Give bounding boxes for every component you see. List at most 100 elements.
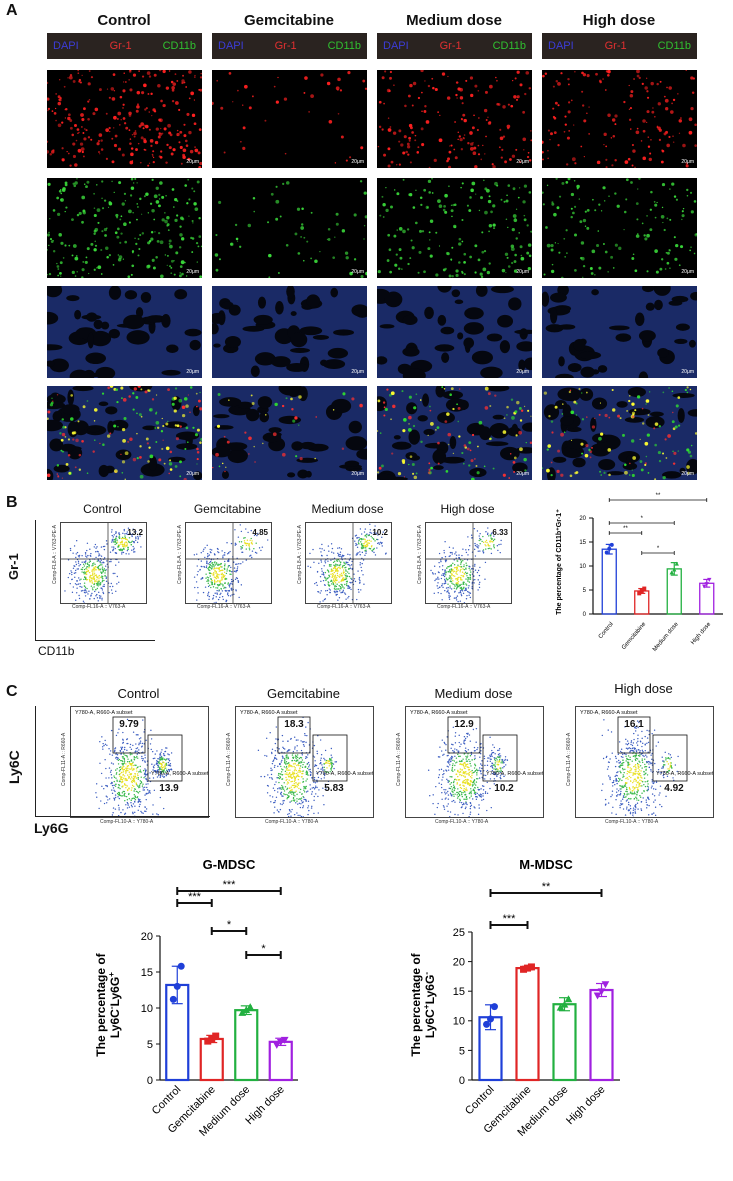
category-label: Control <box>150 1084 184 1118</box>
gate-bottom-value: 4.92 <box>664 783 684 794</box>
gate-top-value: 12.9 <box>454 719 474 730</box>
channel-cd11b-label: CD11b <box>327 40 361 52</box>
panel-b-x-param: Comp-FL16-A :: V763-A <box>437 604 491 610</box>
data-point <box>672 567 677 572</box>
significance-label: *** <box>188 891 202 903</box>
micrograph-r3-c2: 20μm <box>377 386 532 480</box>
quadrant-value: 4.85 <box>252 528 268 537</box>
panel-b-y-axis-line <box>35 520 36 640</box>
y-tick-label: 10 <box>141 1003 153 1015</box>
micrograph-r1-c3: 20μm <box>542 178 697 278</box>
panel-a-title-3: High dose <box>582 12 656 29</box>
data-point <box>173 982 181 990</box>
panel-b-title-1: Gemcitabine <box>193 502 262 516</box>
panel-b-y-param: Comp-FL8-A :: V763-PE-A <box>177 525 183 584</box>
data-point <box>177 962 185 970</box>
quadrant-value: 6.33 <box>492 528 508 537</box>
data-point <box>669 570 674 575</box>
data-point <box>524 964 531 972</box>
gate-top-value: 9.79 <box>119 719 139 730</box>
channel-gr1-label: Gr-1 <box>274 40 297 52</box>
scale-bar-label: 20μm <box>351 159 364 165</box>
scale-bar-label: 20μm <box>681 471 694 477</box>
panel-b-y-param: Comp-FL8-A :: V763-PE-A <box>52 525 58 584</box>
bar-1 <box>199 1037 224 1082</box>
panel-b-title-0: Control <box>83 502 122 516</box>
data-point <box>280 1036 289 1044</box>
chart-title: G-MDSC <box>203 857 256 872</box>
panel-c-title-1: Gemcitabine <box>267 686 340 701</box>
panel-c-flow-plot-3: Y780-A, R660-A subset 16.1 Y780-A, R660-A … <box>575 706 718 832</box>
panel-c-label: C <box>6 683 18 700</box>
gate-top-name: Y780-A, R660-A subset <box>410 710 468 716</box>
data-point <box>527 963 535 971</box>
data-point <box>609 542 614 547</box>
micrograph-r0-c3: 20μm <box>542 70 697 168</box>
data-point <box>607 546 612 551</box>
y-tick-label: 15 <box>579 540 586 546</box>
data-point <box>204 1037 212 1045</box>
channel-dapi-label: DAPI <box>383 40 409 52</box>
y-tick-label: 0 <box>147 1075 153 1087</box>
data-point <box>601 981 610 989</box>
y-tick-label: 20 <box>141 931 153 943</box>
data-point <box>593 992 602 1000</box>
panel-c-x-param: Comp-FL10-A :: Y780-A <box>100 819 154 825</box>
panel-a-channel-bar-3: DAPI Gr-1 CD11b <box>542 33 697 59</box>
significance-label: ** <box>623 526 628 532</box>
panel-b-title-3: High dose <box>440 502 495 516</box>
panel-b-x-param: Comp-FL16-A :: V763-A <box>197 604 251 610</box>
gate-bottom-name: Y780-A, R660-A subset-1 <box>316 771 373 777</box>
panel-c-y-param: Comp-FL11-A :: R660-A <box>396 732 402 786</box>
panel-c-flow-plot-1: Y780-A, R660-A subset 18.3 Y780-A, R660-A … <box>235 706 378 824</box>
y-tick-label: 0 <box>583 612 587 618</box>
bar-2 <box>234 1009 259 1082</box>
bar-0 <box>601 548 617 615</box>
gate-top-value: 16.1 <box>624 719 644 730</box>
data-point <box>604 550 609 555</box>
panel-b-x-param: Comp-FL16-A :: V763-A <box>317 604 371 610</box>
quadrant-value: 13.2 <box>127 528 143 537</box>
micrograph-r1-c1: 20μm <box>212 178 367 278</box>
y-tick-label: 15 <box>141 967 153 979</box>
y-tick-label: 25 <box>453 927 465 939</box>
panel-a-channel-bar-0: DAPI Gr-1 CD11b <box>47 33 202 59</box>
panel-b-y-param: Comp-FL8-A :: V763-PE-A <box>417 525 423 584</box>
panel-c-x-param: Comp-FL10-A :: Y780-A <box>265 819 319 825</box>
bar-1 <box>515 967 540 1082</box>
panel-c-title-3: High dose <box>614 681 673 696</box>
panel-b-y-axis-label: Gr-1 <box>6 553 21 580</box>
channel-cd11b-label: CD11b <box>657 40 691 52</box>
y-axis-label: The percentage ofLy6C+Ly6G- <box>409 952 437 1056</box>
micrograph-r3-c1: 20μm <box>212 386 367 480</box>
panel-c-x-axis-label: Ly6G <box>34 820 69 836</box>
panel-c-y-axis-label: Ly6C <box>6 750 22 784</box>
significance-label: * <box>261 943 266 955</box>
gate-top-value: 18.3 <box>284 719 304 730</box>
channel-dapi-label: DAPI <box>218 40 244 52</box>
panel-b-flow-plot-3: 6.33 <box>425 522 512 610</box>
panel-b-label: B <box>6 494 18 511</box>
micrograph-r0-c0: 20μm <box>47 70 202 168</box>
data-point <box>246 1003 255 1011</box>
data-point <box>642 586 647 591</box>
y-tick-label: 5 <box>147 1039 153 1051</box>
micrograph-r2-c3: 20μm <box>542 286 697 378</box>
panel-c-y-param: Comp-FL11-A :: R660-A <box>61 732 67 786</box>
y-tick-label: 10 <box>453 1016 465 1028</box>
y-tick-label: 15 <box>453 986 465 998</box>
data-point <box>560 1000 569 1008</box>
chart-title: M-MDSC <box>519 857 573 872</box>
category-label: High dose <box>690 621 712 646</box>
data-point <box>483 1020 491 1028</box>
y-axis-label: The percentage of CD11b⁺Gr-1⁺ <box>556 509 563 615</box>
data-point <box>487 1015 494 1023</box>
data-point <box>520 965 528 973</box>
panel-c-y-param: Comp-FL11-A :: R660-A <box>566 732 572 786</box>
panel-c-title-2: Medium dose <box>434 686 513 701</box>
significance-label: * <box>227 919 232 931</box>
data-point <box>272 1041 281 1049</box>
panel-c-x-param: Comp-FL10-A :: Y780-A <box>435 819 489 825</box>
bar-3 <box>268 1040 293 1082</box>
gate-bottom-value: 10.2 <box>494 783 514 794</box>
